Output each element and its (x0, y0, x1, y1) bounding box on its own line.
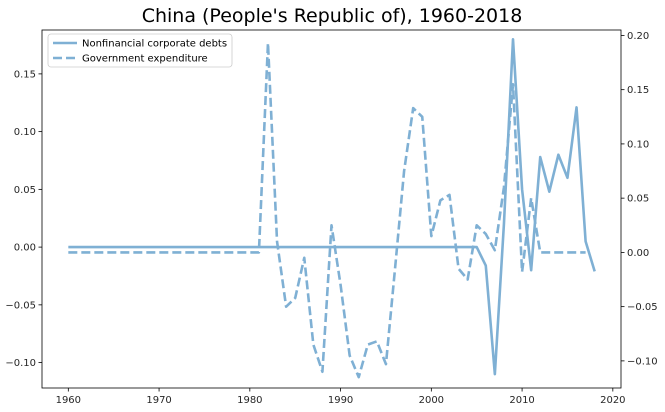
y-tick-label-right: 0.20 (627, 31, 649, 42)
plot-frame (41, 29, 622, 389)
y-tick-label-right: 0.00 (627, 248, 649, 259)
x-axis: 1960 1970 1980 1990 2000 2010 2020 (56, 388, 626, 406)
y-tick-label-right: 0.15 (627, 85, 649, 96)
y-tick-label-right: 0.10 (627, 139, 649, 150)
series-line-government-expenditure (68, 41, 586, 379)
x-tick-label: 1980 (237, 395, 262, 406)
chart-title: China (People's Republic of), 1960-2018 (142, 5, 523, 27)
legend: Nonfinancial corporate debts Government e… (47, 33, 233, 68)
y-tick-label-left: 0.15 (14, 69, 36, 80)
y-axis-left: −0.10 −0.05 0.00 0.05 0.10 0.15 (5, 69, 42, 369)
y-tick-label-right: −0.10 (627, 356, 658, 367)
x-tick-label: 1990 (328, 395, 353, 406)
y-tick-label-left: 0.00 (14, 243, 36, 254)
y-tick-label-left: 0.10 (14, 127, 36, 138)
y-axis-right: −0.10 −0.05 0.00 0.05 0.10 0.15 0.20 (621, 31, 658, 367)
legend-box (47, 33, 233, 68)
x-tick-label: 1970 (146, 395, 171, 406)
y-tick-label-left: −0.05 (5, 300, 36, 311)
legend-label: Nonfinancial corporate debts (82, 39, 227, 50)
y-tick-label-left: 0.05 (14, 185, 36, 196)
x-tick-label: 1960 (56, 395, 81, 406)
x-tick-label: 2010 (509, 395, 534, 406)
y-tick-label-right: 0.05 (627, 194, 649, 205)
series-layer (68, 37, 596, 379)
y-tick-label-left: −0.10 (5, 358, 36, 369)
legend-label: Government expenditure (82, 54, 208, 65)
x-tick-label: 2000 (419, 395, 444, 406)
x-tick-label: 2020 (600, 395, 625, 406)
series-line-nonfinancial-corporate-debts (68, 37, 596, 376)
y-tick-label-right: −0.05 (627, 302, 658, 313)
